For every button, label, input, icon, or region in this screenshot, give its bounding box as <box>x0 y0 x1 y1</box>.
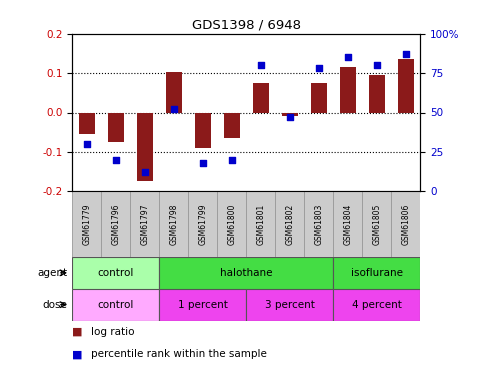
Point <box>344 54 352 60</box>
Bar <box>391 191 420 257</box>
Text: GSM61796: GSM61796 <box>112 203 120 245</box>
Bar <box>304 191 333 257</box>
Point <box>402 51 410 57</box>
Point <box>170 106 178 112</box>
Bar <box>398 59 413 112</box>
Bar <box>275 191 304 257</box>
Text: GSM61803: GSM61803 <box>314 203 323 245</box>
Text: GSM61799: GSM61799 <box>199 203 207 245</box>
Bar <box>369 75 384 112</box>
Bar <box>253 83 269 112</box>
Text: 3 percent: 3 percent <box>265 300 315 310</box>
Text: isoflurane: isoflurane <box>351 268 403 278</box>
Bar <box>159 191 188 257</box>
Bar <box>101 191 130 257</box>
Point <box>112 157 120 163</box>
Title: GDS1398 / 6948: GDS1398 / 6948 <box>192 18 301 31</box>
Bar <box>79 112 95 134</box>
Bar <box>159 257 333 289</box>
Bar <box>333 191 362 257</box>
Point <box>199 160 207 166</box>
Bar <box>188 191 217 257</box>
Bar <box>333 289 420 321</box>
Point <box>315 65 323 71</box>
Text: GSM61806: GSM61806 <box>401 203 410 245</box>
Bar <box>159 289 246 321</box>
Bar <box>333 257 420 289</box>
Bar <box>130 191 159 257</box>
Text: 1 percent: 1 percent <box>178 300 228 310</box>
Text: ■: ■ <box>72 327 83 337</box>
Bar <box>166 72 182 112</box>
Text: agent: agent <box>38 268 68 278</box>
Bar <box>72 191 101 257</box>
Bar <box>282 112 298 116</box>
Text: GSM61798: GSM61798 <box>170 203 178 245</box>
Point <box>83 141 91 147</box>
Text: GSM61800: GSM61800 <box>227 203 236 245</box>
Bar <box>246 289 333 321</box>
Bar <box>195 112 211 148</box>
Bar <box>224 112 240 138</box>
Bar <box>217 191 246 257</box>
Text: control: control <box>98 268 134 278</box>
Point <box>286 114 294 120</box>
Text: dose: dose <box>43 300 68 310</box>
Text: percentile rank within the sample: percentile rank within the sample <box>91 350 267 359</box>
Text: GSM61804: GSM61804 <box>343 203 352 245</box>
Point <box>373 62 381 68</box>
Text: GSM61802: GSM61802 <box>285 203 294 245</box>
Text: control: control <box>98 300 134 310</box>
Bar <box>340 67 355 112</box>
Text: GSM61805: GSM61805 <box>372 203 381 245</box>
Bar <box>108 112 124 142</box>
Bar <box>246 191 275 257</box>
Point <box>228 157 236 163</box>
Point <box>141 170 149 176</box>
Text: ■: ■ <box>72 350 83 359</box>
Point <box>257 62 265 68</box>
Bar <box>362 191 391 257</box>
Bar <box>137 112 153 182</box>
Text: GSM61801: GSM61801 <box>256 203 265 245</box>
Text: 4 percent: 4 percent <box>352 300 402 310</box>
Bar <box>311 83 327 112</box>
Text: halothane: halothane <box>220 268 272 278</box>
Bar <box>72 289 159 321</box>
Text: GSM61797: GSM61797 <box>141 203 149 245</box>
Bar <box>72 257 159 289</box>
Text: log ratio: log ratio <box>91 327 134 337</box>
Text: GSM61779: GSM61779 <box>83 203 91 245</box>
